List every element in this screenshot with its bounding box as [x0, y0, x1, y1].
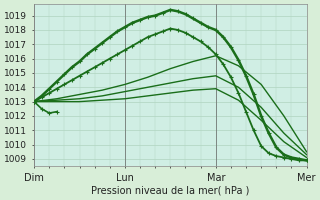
X-axis label: Pression niveau de la mer( hPa ): Pression niveau de la mer( hPa ) — [91, 186, 250, 196]
